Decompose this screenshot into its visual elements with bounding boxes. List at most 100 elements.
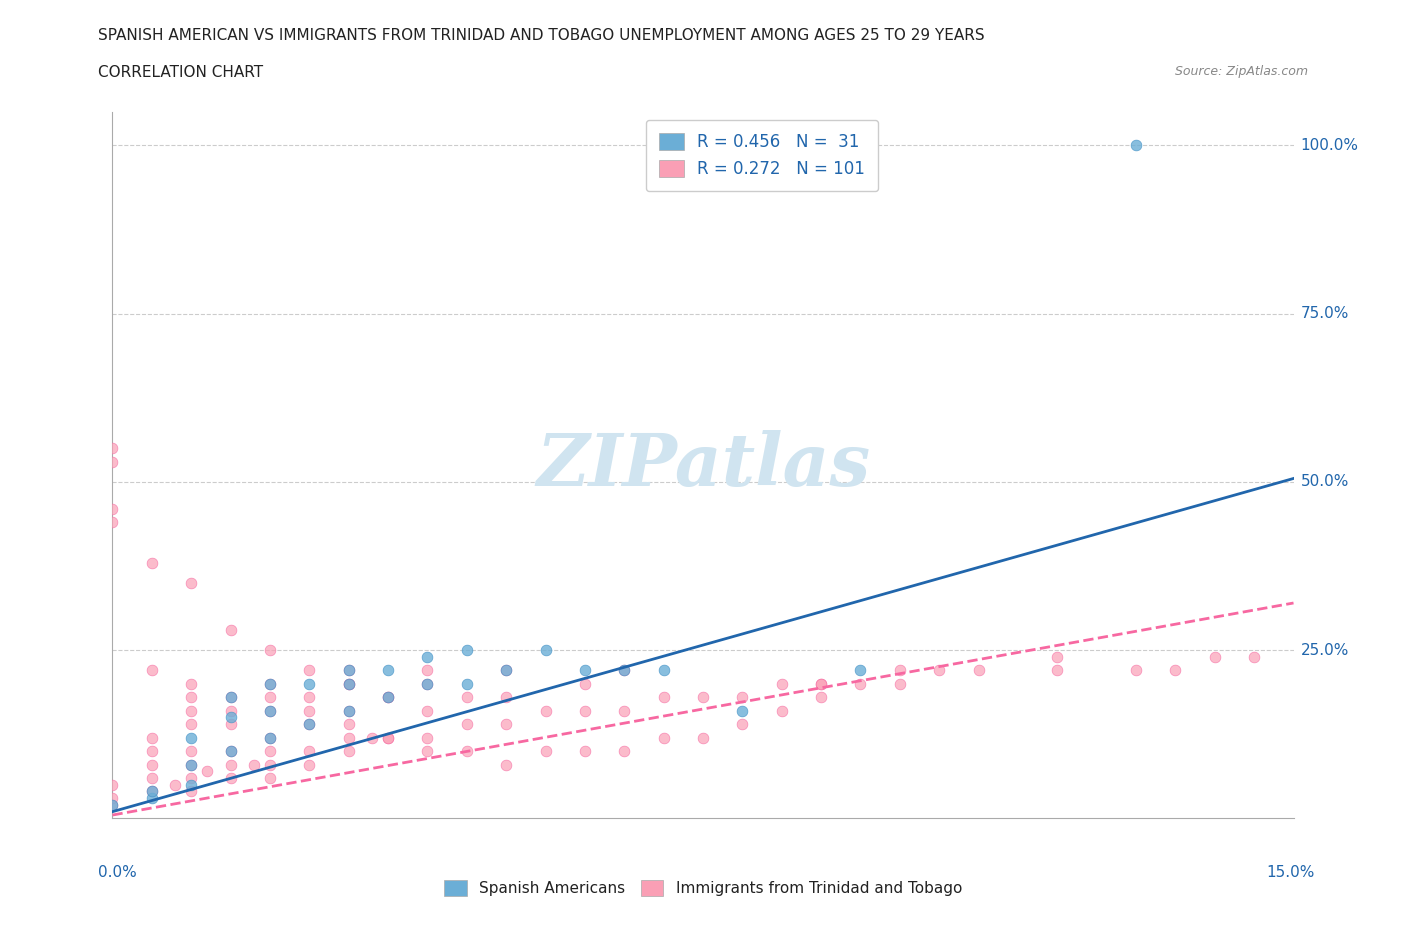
Point <box>731 717 754 732</box>
Point <box>534 643 557 658</box>
Text: SPANISH AMERICAN VS IMMIGRANTS FROM TRINIDAD AND TOBAGO UNEMPLOYMENT AMONG AGES : SPANISH AMERICAN VS IMMIGRANTS FROM TRIN… <box>98 28 986 43</box>
Point <box>849 676 872 691</box>
Point <box>259 771 281 786</box>
Point <box>534 744 557 759</box>
Point <box>377 690 399 705</box>
Point <box>219 757 242 772</box>
Point <box>377 663 399 678</box>
Point <box>574 676 596 691</box>
Point <box>574 703 596 718</box>
Point <box>456 643 478 658</box>
Point <box>259 676 281 691</box>
Text: 25.0%: 25.0% <box>1301 643 1348 658</box>
Point <box>377 690 399 705</box>
Point <box>337 744 360 759</box>
Point <box>889 676 911 691</box>
Point <box>298 663 321 678</box>
Point <box>298 757 321 772</box>
Point <box>141 784 163 799</box>
Point <box>219 703 242 718</box>
Point <box>180 703 202 718</box>
Point <box>1046 663 1069 678</box>
Text: 100.0%: 100.0% <box>1301 138 1358 153</box>
Point <box>337 676 360 691</box>
Point <box>219 744 242 759</box>
Point <box>180 757 202 772</box>
Point <box>219 717 242 732</box>
Point <box>337 717 360 732</box>
Point <box>141 757 163 772</box>
Point <box>574 744 596 759</box>
Point <box>692 730 714 745</box>
Point <box>416 744 439 759</box>
Point <box>1243 649 1265 664</box>
Point <box>495 663 517 678</box>
Point <box>337 663 360 678</box>
Text: 0.0%: 0.0% <box>98 865 138 880</box>
Point <box>298 703 321 718</box>
Point <box>770 676 793 691</box>
Point <box>613 744 636 759</box>
Point <box>416 730 439 745</box>
Point <box>165 777 187 792</box>
Point <box>219 622 242 637</box>
Point <box>692 690 714 705</box>
Point <box>534 703 557 718</box>
Point <box>180 576 202 591</box>
Point <box>495 690 517 705</box>
Point <box>141 663 163 678</box>
Point <box>101 454 124 469</box>
Point <box>219 690 242 705</box>
Point <box>456 690 478 705</box>
Point <box>889 663 911 678</box>
Point <box>259 643 281 658</box>
Text: 15.0%: 15.0% <box>1267 865 1315 880</box>
Point <box>180 690 202 705</box>
Point <box>849 663 872 678</box>
Point <box>180 717 202 732</box>
Text: Source: ZipAtlas.com: Source: ZipAtlas.com <box>1174 65 1308 78</box>
Point <box>731 690 754 705</box>
Point <box>495 717 517 732</box>
Text: 75.0%: 75.0% <box>1301 306 1348 321</box>
Point <box>101 798 124 813</box>
Point <box>259 730 281 745</box>
Point <box>180 744 202 759</box>
Point <box>298 717 321 732</box>
Point <box>141 744 163 759</box>
Point <box>377 730 399 745</box>
Point <box>456 744 478 759</box>
Point <box>298 744 321 759</box>
Point <box>416 703 439 718</box>
Point <box>101 501 124 516</box>
Point <box>141 784 163 799</box>
Point <box>731 703 754 718</box>
Point <box>1046 649 1069 664</box>
Point <box>810 690 832 705</box>
Point <box>259 676 281 691</box>
Point <box>101 798 124 813</box>
Point <box>416 663 439 678</box>
Point <box>337 730 360 745</box>
Point <box>1125 663 1147 678</box>
Point <box>101 515 124 530</box>
Point <box>180 784 202 799</box>
Point <box>180 757 202 772</box>
Point <box>337 703 360 718</box>
Point <box>101 790 124 805</box>
Text: ZIPatlas: ZIPatlas <box>536 430 870 500</box>
Point <box>1204 649 1226 664</box>
Text: 50.0%: 50.0% <box>1301 474 1348 489</box>
Point <box>377 730 399 745</box>
Point <box>1164 663 1187 678</box>
Point <box>495 663 517 678</box>
Point <box>613 663 636 678</box>
Point <box>928 663 950 678</box>
Point <box>101 441 124 456</box>
Point <box>337 703 360 718</box>
Point <box>141 730 163 745</box>
Point <box>967 663 990 678</box>
Point <box>259 690 281 705</box>
Point <box>361 730 384 745</box>
Point <box>219 690 242 705</box>
